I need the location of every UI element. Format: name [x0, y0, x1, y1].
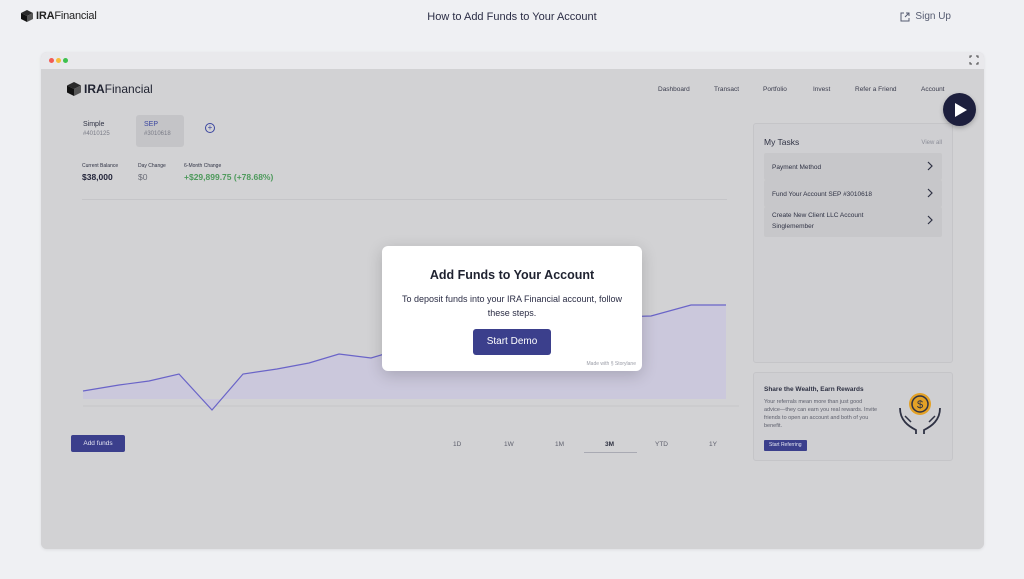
logo-text: IRAFinancial — [36, 10, 97, 22]
task-item[interactable]: Fund Your Account SEP #3010618 — [764, 180, 942, 207]
referral-title: Share the Wealth, Earn Rewards — [764, 386, 864, 393]
nav-invest[interactable]: Invest — [813, 86, 831, 93]
range-1y[interactable]: 1Y — [709, 441, 717, 448]
window-chrome — [41, 52, 984, 69]
add-account-button[interactable]: + — [205, 123, 215, 133]
app-logo[interactable]: IRAFinancial — [67, 82, 153, 96]
account-tab-simple[interactable]: Simple #4010125 — [75, 115, 123, 147]
sign-up-link[interactable]: Sign Up — [900, 11, 951, 22]
account-name: SEP — [144, 121, 159, 128]
task-label: Fund Your Account SEP #3010618 — [772, 191, 872, 198]
range-3m[interactable]: 3M — [605, 441, 615, 448]
demo-intro-modal: Add Funds to Your Account To deposit fun… — [382, 246, 642, 371]
task-item[interactable]: Create New Client LLC Account Singlememb… — [764, 207, 942, 237]
current-balance-label: Current Balance — [82, 163, 119, 169]
range-ytd[interactable]: YTD — [655, 441, 668, 448]
maximize-dot — [63, 58, 68, 63]
app-logo-text: IRAFinancial — [84, 82, 153, 96]
play-icon — [955, 103, 967, 117]
chevron-right-icon — [927, 161, 933, 171]
account-number: #3010618 — [144, 131, 171, 137]
nav-transact[interactable]: Transact — [714, 86, 740, 93]
day-change-value: $0 — [138, 172, 148, 182]
active-range-underline — [584, 452, 637, 453]
minimize-dot — [56, 58, 61, 63]
svg-text:$: $ — [917, 399, 923, 411]
nav-account[interactable]: Account — [921, 86, 945, 93]
account-tab-sep[interactable]: SEP #3010618 — [136, 115, 184, 147]
current-balance-value: $38,000 — [82, 172, 113, 182]
made-with-storylane[interactable]: Made with § Storylane — [586, 361, 636, 367]
chevron-right-icon — [927, 188, 933, 198]
account-number: #4010125 — [83, 131, 110, 137]
top-bar: IRAFinancial How to Add Funds to Your Ac… — [0, 0, 1024, 36]
play-button[interactable] — [943, 93, 976, 126]
start-demo-button[interactable]: Start Demo — [473, 329, 551, 355]
cube-logo-icon — [21, 10, 33, 22]
page-title: How to Add Funds to Your Account — [427, 11, 597, 23]
cube-logo-icon — [67, 82, 81, 96]
start-referring-button[interactable]: Start Referring — [764, 440, 807, 451]
range-1w[interactable]: 1W — [504, 441, 514, 448]
task-item[interactable]: Payment Method — [764, 153, 942, 180]
ira-financial-logo[interactable]: IRAFinancial — [21, 10, 97, 22]
view-all-link[interactable]: View all — [921, 140, 942, 146]
chevron-right-icon — [927, 215, 933, 225]
task-label: Create New Client LLC Account Singlememb… — [772, 212, 864, 230]
nav-refer-a-friend[interactable]: Refer a Friend — [855, 86, 897, 93]
external-link-icon — [900, 12, 910, 21]
money-hands-icon: $ — [899, 393, 941, 434]
my-tasks-title: My Tasks — [764, 137, 800, 147]
chart-divider — [82, 199, 727, 200]
day-change-label: Day Change — [138, 163, 166, 169]
six-month-change-value: +$29,899.75 (+78.68%) — [184, 172, 274, 182]
current-balance: Current Balance $38,000 — [82, 163, 118, 182]
referral-description: Your referrals mean more than just good … — [764, 399, 878, 429]
my-tasks-panel: My Tasks View all Payment Method Fund Yo… — [753, 123, 953, 363]
expand-icon[interactable] — [969, 55, 979, 65]
six-month-change-label: 6-Month Change — [184, 163, 222, 169]
day-change: Day Change $0 — [138, 163, 166, 182]
modal-description: To deposit funds into your IRA Financial… — [401, 294, 623, 318]
modal-title: Add Funds to Your Account — [429, 268, 595, 282]
add-funds-button[interactable]: Add funds — [71, 435, 125, 452]
range-1m[interactable]: 1M — [555, 441, 565, 448]
range-1d[interactable]: 1D — [453, 441, 462, 448]
task-label: Payment Method — [772, 164, 822, 171]
close-dot — [49, 58, 54, 63]
account-name: Simple — [83, 121, 105, 128]
nav-dashboard[interactable]: Dashboard — [658, 86, 690, 93]
nav-portfolio[interactable]: Portfolio — [763, 86, 787, 93]
referral-card: Share the Wealth, Earn Rewards Your refe… — [753, 372, 953, 461]
six-month-change: 6-Month Change +$29,899.75 (+78.68%) — [184, 163, 273, 182]
sign-up-label: Sign Up — [915, 11, 951, 22]
